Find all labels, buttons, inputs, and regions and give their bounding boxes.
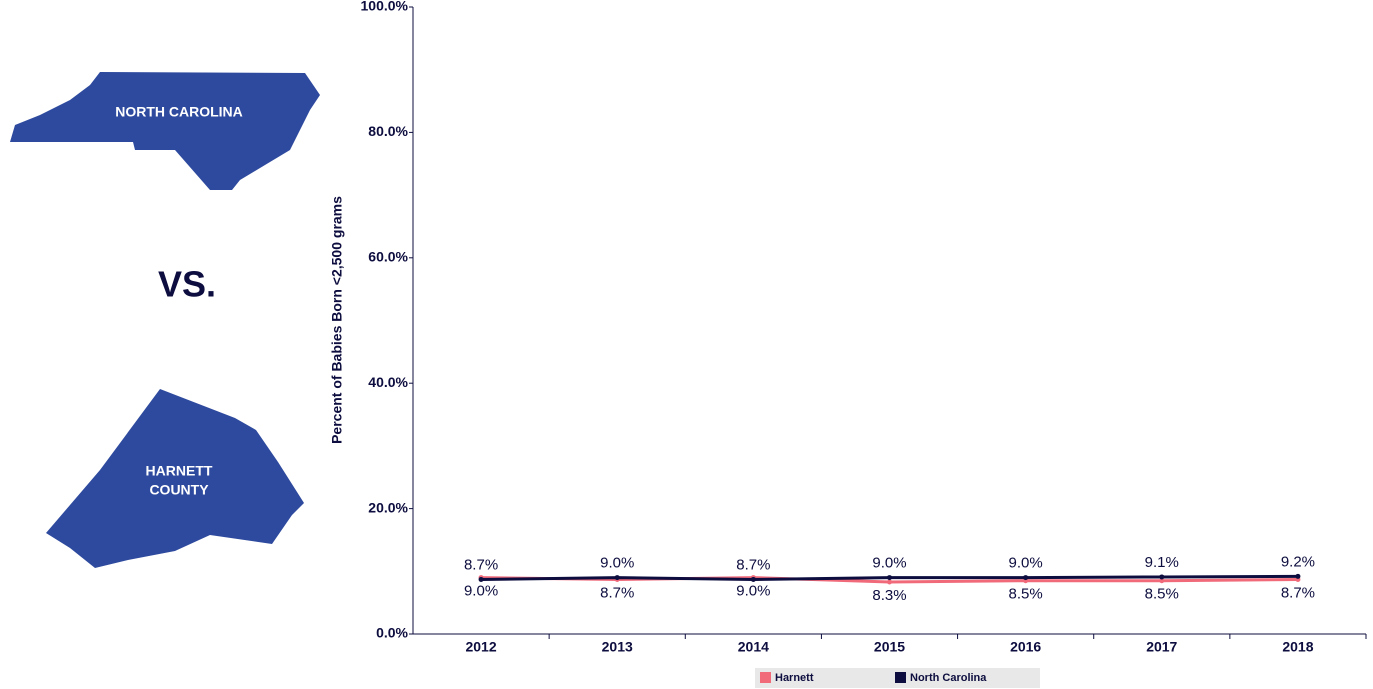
- x-tick-label: 2017: [1146, 639, 1177, 655]
- x-tick-label: 2016: [1010, 639, 1041, 655]
- y-tick-label: 100.0%: [361, 0, 409, 14]
- state-map: [10, 72, 320, 190]
- x-tick-label: 2013: [602, 639, 633, 655]
- x-tick-label: 2012: [465, 639, 496, 655]
- point: [1159, 578, 1165, 584]
- point: [1023, 575, 1029, 581]
- data-label: 8.5%: [1009, 586, 1043, 603]
- legend-swatch: [760, 672, 771, 683]
- y-tick-label: 20.0%: [368, 499, 408, 515]
- point: [614, 575, 620, 581]
- data-label: 8.7%: [1281, 584, 1315, 601]
- county-label: HARNETT: [146, 463, 213, 479]
- y-tick-label: 40.0%: [368, 374, 408, 390]
- legend-label: Harnett: [775, 672, 814, 684]
- data-label: 9.2%: [1281, 553, 1315, 570]
- data-label: 9.0%: [464, 583, 498, 600]
- data-label: 9.0%: [736, 583, 770, 600]
- county-map: [46, 389, 304, 568]
- y-tick-label: 0.0%: [376, 625, 408, 641]
- data-label: 8.3%: [872, 587, 906, 604]
- x-tick-label: 2014: [738, 639, 769, 655]
- point: [1295, 573, 1301, 579]
- y-tick-label: 60.0%: [368, 249, 408, 265]
- data-label: 9.0%: [1009, 555, 1043, 572]
- point: [750, 576, 756, 582]
- versus: VS.: [158, 264, 216, 305]
- point: [1159, 574, 1165, 580]
- data-label: 8.7%: [464, 556, 498, 573]
- county-label: COUNTY: [149, 482, 209, 498]
- data-label: 9.1%: [1145, 554, 1179, 571]
- y-tick-label: 80.0%: [368, 123, 408, 139]
- x-tick-label: 2015: [874, 639, 905, 655]
- data-label: 8.7%: [600, 584, 634, 601]
- data-label: 9.0%: [872, 555, 906, 572]
- state-label: NORTH CAROLINA: [115, 104, 243, 120]
- y-axis-label: Percent of Babies Born <2,500 grams: [329, 196, 345, 444]
- point: [478, 576, 484, 582]
- data-label: 9.0%: [600, 555, 634, 572]
- point: [887, 575, 892, 581]
- legend-label: North Carolina: [910, 672, 987, 684]
- data-label: 8.5%: [1145, 586, 1179, 603]
- x-tick-label: 2018: [1282, 639, 1313, 655]
- data-label: 8.7%: [736, 556, 770, 573]
- legend-swatch: [895, 672, 906, 683]
- point: [887, 579, 892, 585]
